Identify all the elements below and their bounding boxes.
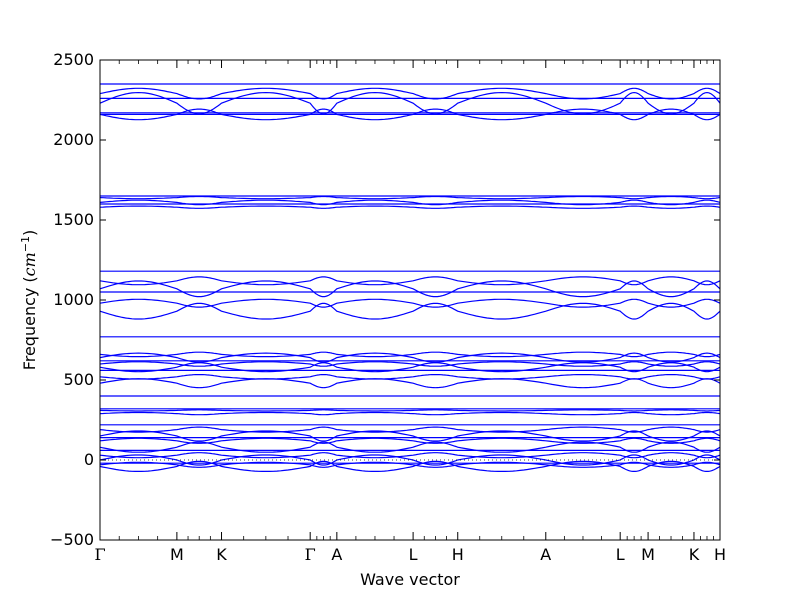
band-line bbox=[99, 276, 721, 286]
band-line bbox=[99, 374, 721, 380]
x-axis-label: Wave vector bbox=[360, 570, 460, 589]
band-line bbox=[99, 409, 721, 412]
x-tick-label: A bbox=[331, 545, 342, 564]
band-line bbox=[99, 452, 721, 459]
x-tick-label: M bbox=[641, 545, 655, 564]
y-tick-label: 500 bbox=[63, 370, 94, 389]
x-tick-label: K bbox=[689, 545, 700, 564]
y-tick-label: 2000 bbox=[53, 130, 94, 149]
band-line bbox=[99, 280, 721, 298]
band-line bbox=[99, 454, 721, 466]
y-tick-label: 1500 bbox=[53, 210, 94, 229]
band-line bbox=[99, 441, 721, 453]
band-line bbox=[99, 205, 721, 209]
x-tick-label: L bbox=[409, 545, 418, 564]
y-axis-label-unit-exp: −1 bbox=[19, 236, 32, 252]
x-tick-label: H bbox=[452, 545, 464, 564]
band-line bbox=[99, 411, 721, 416]
x-tick-label: M bbox=[170, 545, 184, 564]
x-tick-label: Γ bbox=[94, 545, 105, 564]
y-tick-label: −500 bbox=[50, 530, 94, 549]
band-line bbox=[99, 362, 721, 373]
y-axis-label-unit-suffix: ) bbox=[20, 230, 39, 236]
y-axis-label-unit-prefix: ( bbox=[20, 276, 39, 282]
y-tick-label: 1000 bbox=[53, 290, 94, 309]
band-line bbox=[99, 437, 721, 444]
band-line bbox=[99, 195, 721, 200]
band-line bbox=[99, 91, 721, 115]
y-tick-label: 0 bbox=[84, 450, 94, 469]
y-axis-label: Frequency (cm−1) bbox=[19, 230, 39, 371]
band-line bbox=[99, 108, 721, 121]
band-line bbox=[99, 426, 721, 433]
band-line bbox=[99, 302, 721, 320]
band-line bbox=[99, 298, 721, 308]
x-tick-label: A bbox=[540, 545, 551, 564]
y-tick-label: 2500 bbox=[53, 50, 94, 69]
x-tick-label: H bbox=[714, 545, 726, 564]
plot-frame bbox=[99, 59, 721, 541]
band-lines bbox=[99, 83, 721, 472]
x-tick-label: Γ bbox=[305, 545, 316, 564]
band-line bbox=[99, 378, 721, 389]
y-axis-label-unit-cm: cm bbox=[20, 252, 39, 276]
y-axis-label-main: Frequency bbox=[20, 283, 39, 371]
band-line bbox=[99, 461, 721, 468]
x-tick-label: K bbox=[216, 545, 227, 564]
x-tick-label: L bbox=[616, 545, 625, 564]
band-line bbox=[99, 430, 721, 442]
band-line bbox=[99, 87, 721, 100]
band-line bbox=[99, 460, 721, 472]
band-line bbox=[99, 351, 721, 358]
